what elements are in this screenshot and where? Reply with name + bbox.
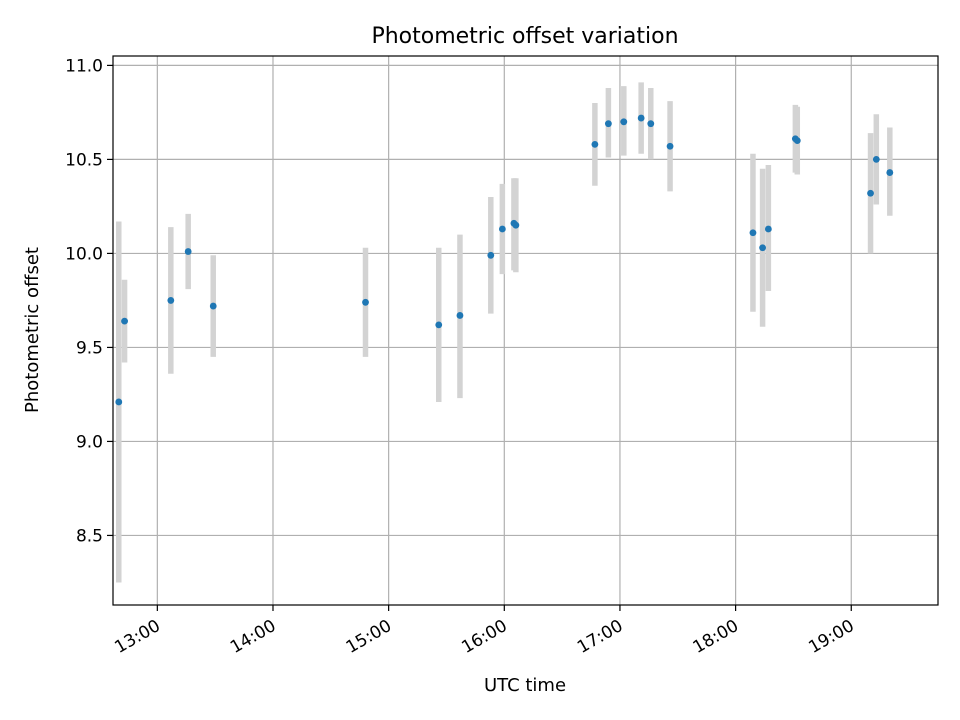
plot-area [113,56,938,605]
data-point [591,140,599,148]
data-point [512,221,520,229]
y-tick-label: 10.0 [65,244,103,264]
data-point [867,189,874,197]
data-point [666,142,674,150]
data-point [749,229,757,237]
data-point [886,169,894,176]
data-point [362,298,369,306]
data-point [647,120,655,128]
data-point [435,321,443,329]
data-point [209,302,217,310]
y-tick-label: 8.5 [76,526,103,546]
data-point [487,251,495,259]
data-point [121,317,128,325]
data-points [115,114,894,406]
chart-title: Photometric offset variation [371,24,678,49]
data-point [793,137,801,145]
x-axis-label: UTC time [484,675,566,696]
y-tick-label: 11.0 [65,56,103,76]
data-point [167,297,175,304]
grid [113,56,938,605]
data-point [456,312,464,319]
data-point [872,156,880,163]
data-point [759,244,766,252]
data-point [620,118,628,126]
y-axis-ticks: 8.5 9.0 9.5 10.0 10.5 11.0 [65,56,113,546]
y-axis-label: Photometric offset [22,247,43,413]
data-point [498,225,506,233]
data-point [637,114,645,122]
data-point [184,248,192,255]
y-tick-label: 10.5 [65,150,103,170]
data-point [115,398,123,406]
plot-frame [112,55,939,606]
y-tick-label: 9.5 [76,338,103,358]
data-point [604,120,612,128]
data-point [764,225,772,233]
y-tick-label: 9.0 [76,432,103,452]
